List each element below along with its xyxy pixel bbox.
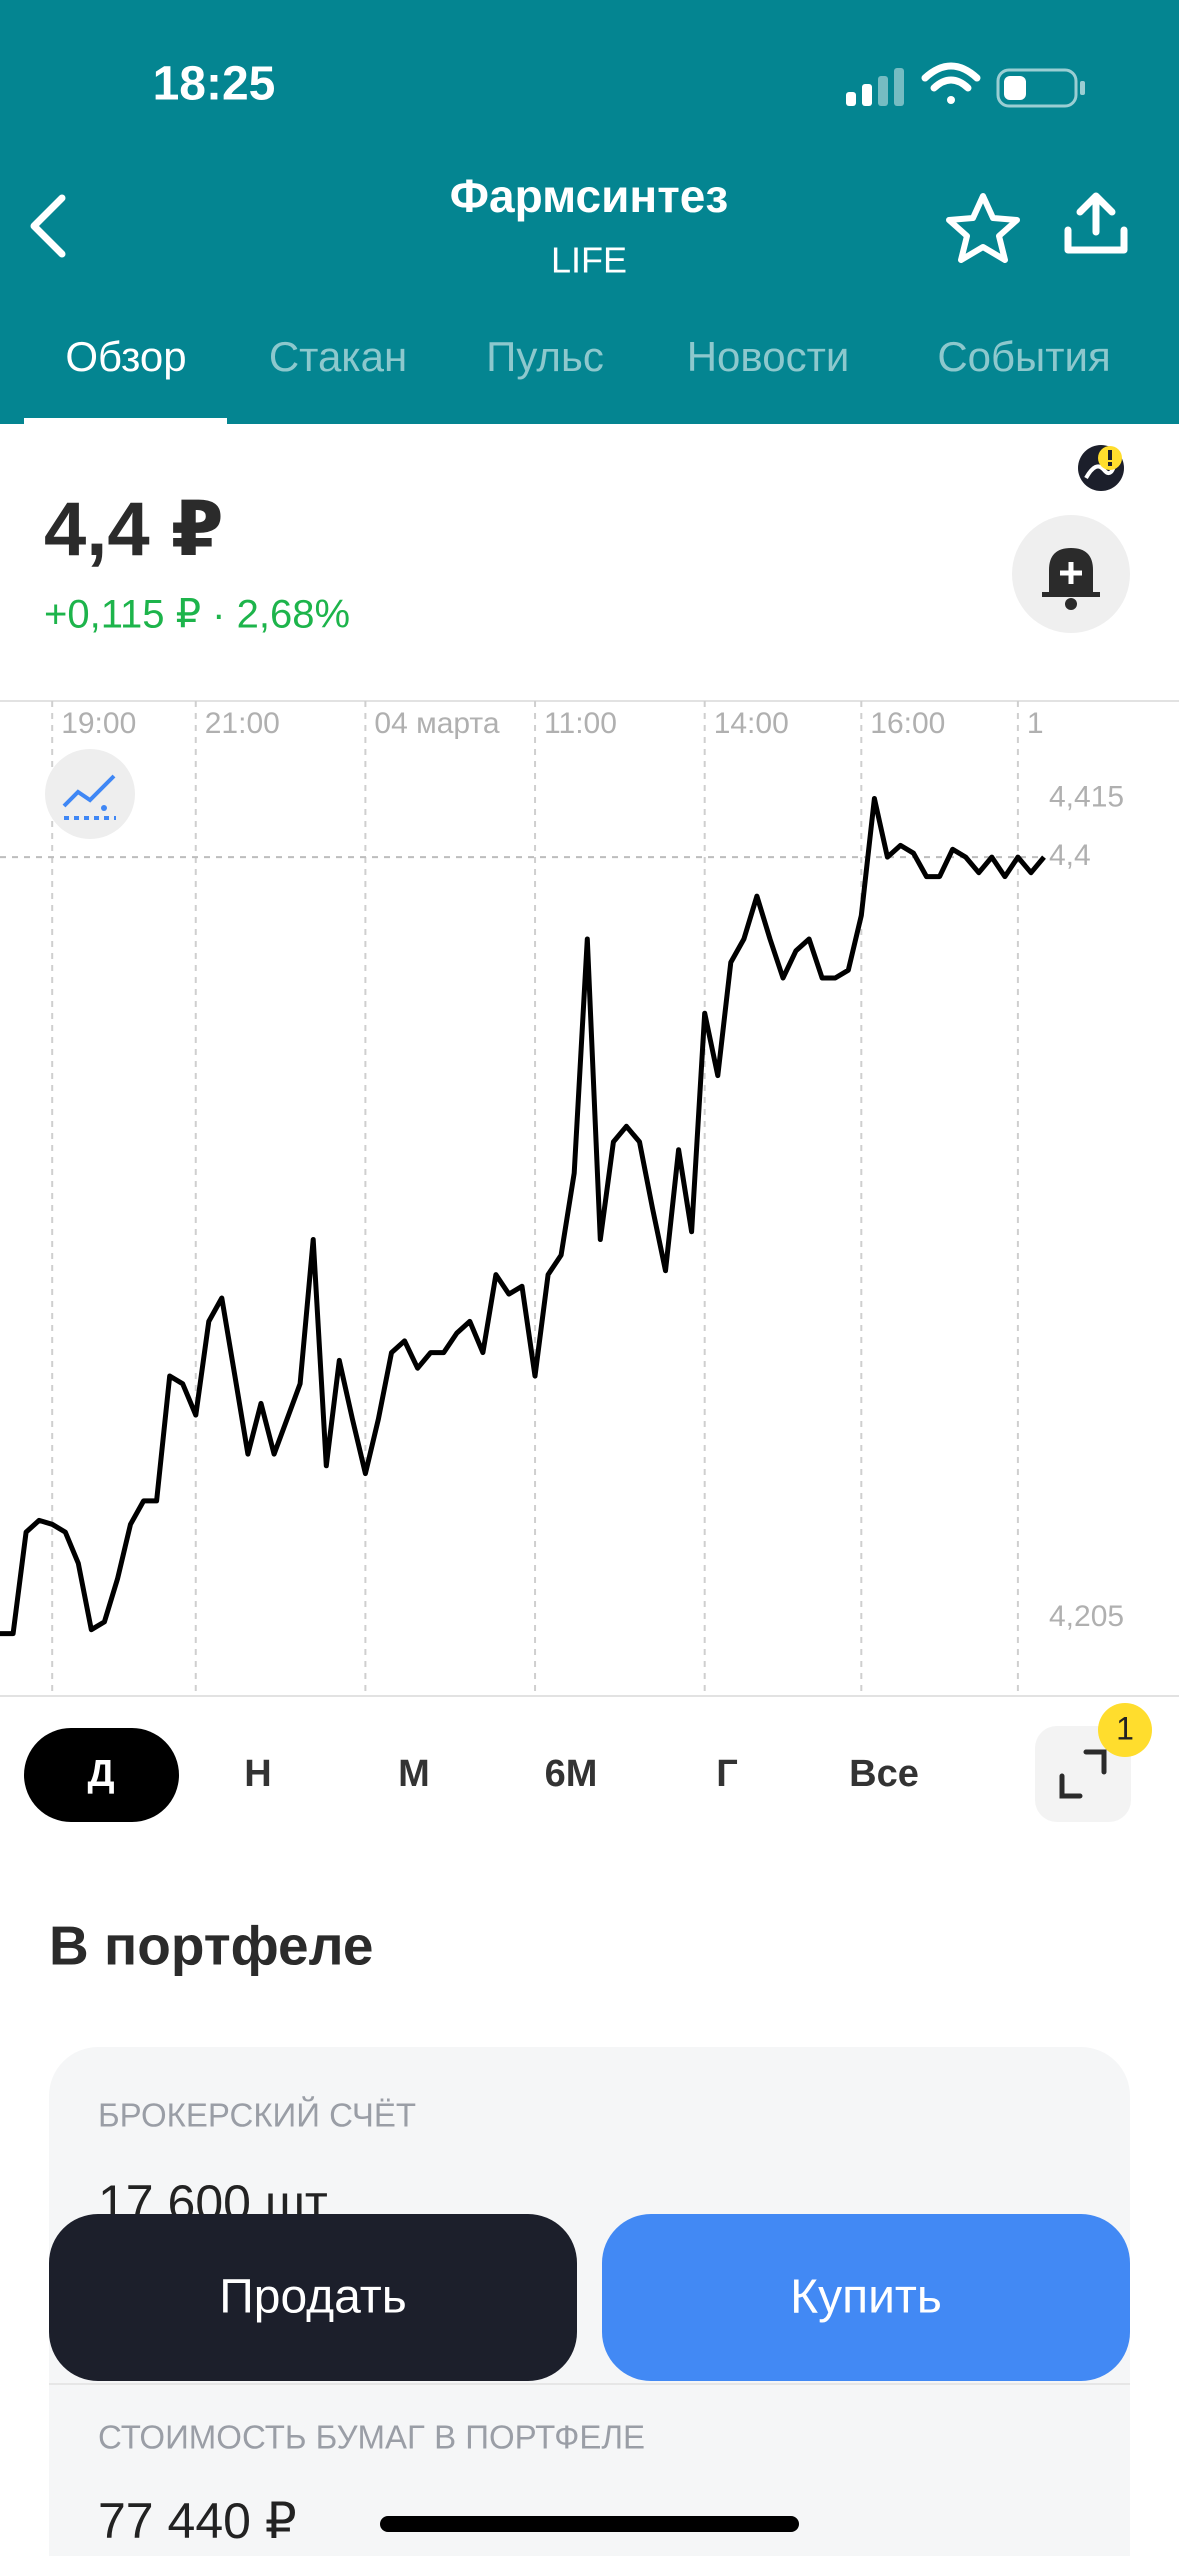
x-tick-label: 11:00 — [544, 707, 617, 740]
section-title: В портфеле — [49, 1915, 373, 1977]
signals-icon[interactable] — [1078, 445, 1124, 491]
value-label: СТОИМОСТЬ БУМАГ В ПОРТФЕЛЕ — [98, 2419, 645, 2456]
period-active-bg — [24, 1728, 179, 1822]
price: 4,4 ₽ — [44, 487, 224, 572]
tab-indicator — [24, 418, 227, 424]
badge — [1098, 1703, 1152, 1757]
status-time: 18:25 — [153, 58, 276, 111]
buy-label: Купить — [790, 2271, 942, 2324]
tab[interactable]: Обзор — [65, 333, 186, 380]
indicators-button[interactable] — [45, 749, 135, 839]
price-line — [0, 796, 1046, 1637]
y-tick-label: 4,415 — [1049, 780, 1124, 813]
tab[interactable]: Пульс — [486, 333, 604, 380]
x-tick-label: 19:00 — [61, 707, 136, 740]
wifi-icon — [921, 62, 981, 104]
battery-icon — [996, 68, 1085, 108]
x-tick-label: 04 марта — [374, 707, 499, 740]
y-tick-label: 4,4 — [1049, 839, 1091, 872]
period-option[interactable]: 6М — [545, 1753, 598, 1795]
x-tick-label: 16:00 — [870, 707, 945, 740]
portfolio-card — [49, 2047, 1130, 2556]
period-option[interactable]: Все — [849, 1753, 919, 1795]
header-ticker: LIFE — [551, 240, 627, 281]
sell-button[interactable] — [49, 2214, 577, 2381]
tab[interactable]: Стакан — [269, 333, 407, 380]
badge-count: 1 — [1116, 1710, 1134, 1746]
price-change: +0,115 ₽ · 2,68% — [44, 593, 350, 637]
period-option[interactable]: Г — [716, 1753, 738, 1795]
period-selector: Д Н М 6М Г Все — [87, 1753, 918, 1795]
sell-label: Продать — [219, 2271, 406, 2324]
period-option[interactable]: Д — [87, 1753, 114, 1795]
portfolio-value: 77 440 ₽ — [98, 2493, 297, 2549]
signal-icon — [846, 68, 904, 106]
chart: 19:00 21:00 04 марта 11:00 14:00 16:00 1 4,415 4… — [0, 701, 1124, 1696]
account-label: БРОКЕРСКИЙ СЧЁТ — [98, 2097, 416, 2134]
x-tick-label: 14:00 — [714, 707, 789, 740]
tab-bar: Обзор Стакан Пульс Новости События — [65, 333, 1110, 380]
header-bg — [0, 0, 1179, 424]
buy-button[interactable] — [602, 2214, 1130, 2381]
home-indicator — [380, 2516, 799, 2532]
header-title: Фармсинтез — [450, 170, 728, 222]
back-button[interactable] — [30, 194, 66, 258]
x-tick-label: 1 — [1027, 707, 1044, 740]
share-button[interactable] — [1064, 192, 1128, 254]
x-tick-label: 21:00 — [205, 707, 280, 740]
tab[interactable]: События — [937, 333, 1110, 380]
y-tick-label: 4,205 — [1049, 1600, 1124, 1633]
period-option[interactable]: Н — [244, 1753, 271, 1795]
alert-button[interactable] — [1012, 515, 1130, 633]
period-option[interactable]: М — [398, 1753, 430, 1795]
tab[interactable]: Новости — [687, 333, 850, 380]
favorite-button[interactable] — [946, 193, 1020, 263]
